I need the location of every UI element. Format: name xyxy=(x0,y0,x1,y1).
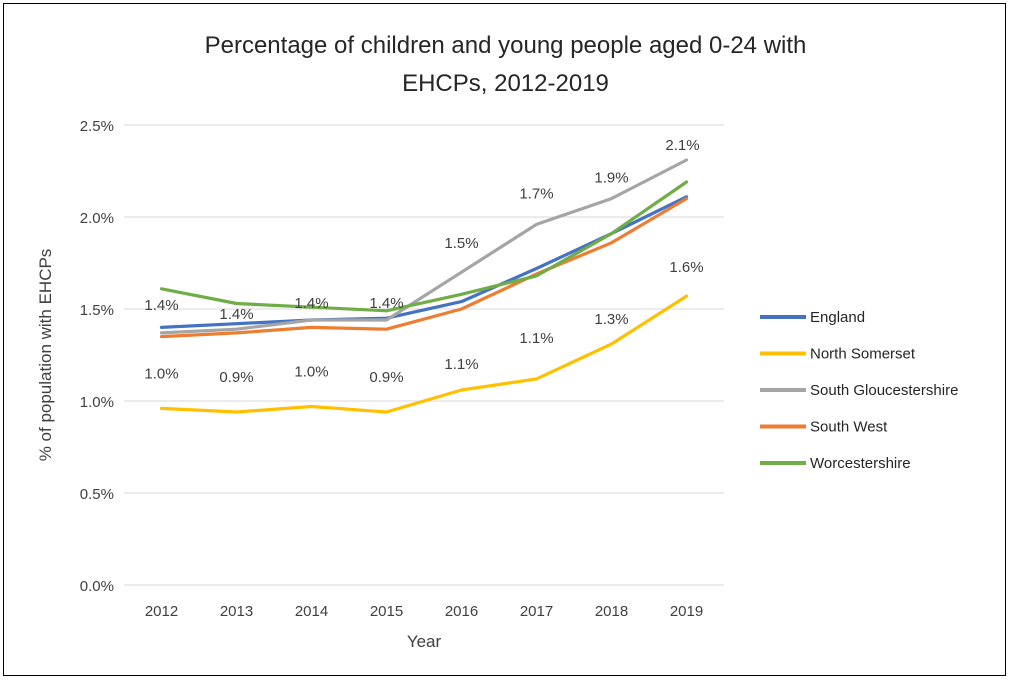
line-chart: 0.0% 0.5% 1.0% 1.5% 2.0% 2.5% 2012 2013 2014 2015… xyxy=(36,118,958,651)
chart-title-line-2: EHCPs, 2012-2019 xyxy=(402,70,609,97)
series-line-north-somerset xyxy=(159,294,689,414)
legend-label: Worcestershire xyxy=(810,455,911,472)
x-tick-label: 2013 xyxy=(220,603,253,620)
series-line-south-gloucestershire xyxy=(159,158,689,335)
data-label: 1.4% xyxy=(369,295,403,312)
x-tick-label: 2012 xyxy=(145,603,178,620)
data-label: 1.7% xyxy=(519,185,553,202)
chart-frame: Percentage of children and young people … xyxy=(3,3,1006,676)
chart-title-line-1: Percentage of children and young people … xyxy=(204,32,807,59)
data-label: 0.9% xyxy=(219,369,253,386)
y-tick-label: 2.5% xyxy=(80,118,114,135)
data-label: 1.0% xyxy=(294,364,328,381)
legend-label: South West xyxy=(810,419,888,436)
data-label: 1.4% xyxy=(144,297,178,314)
x-tick-label: 2019 xyxy=(670,603,703,620)
y-tick-label: 1.0% xyxy=(80,394,114,411)
legend-label: South Gloucestershire xyxy=(810,382,958,399)
data-label: 1.1% xyxy=(444,356,478,373)
data-label: 1.6% xyxy=(669,259,703,276)
data-label: 1.4% xyxy=(219,306,253,323)
data-label: 1.9% xyxy=(594,170,628,187)
data-label: 1.5% xyxy=(444,235,478,252)
data-label: 1.0% xyxy=(144,365,178,382)
data-label: 0.9% xyxy=(369,369,403,386)
x-tick-label: 2014 xyxy=(295,603,328,620)
x-axis-title: Year xyxy=(407,632,442,651)
x-tick-label: 2017 xyxy=(520,603,553,620)
data-label: 2.1% xyxy=(665,137,699,154)
x-tick-label: 2016 xyxy=(445,603,478,620)
y-tick-label: 1.5% xyxy=(80,302,114,319)
data-label: 1.1% xyxy=(519,330,553,347)
y-tick-label: 2.0% xyxy=(80,210,114,227)
legend-label: North Somerset xyxy=(810,346,916,363)
x-tick-label: 2018 xyxy=(595,603,628,620)
y-axis-title: % of population with EHCPs xyxy=(36,249,55,462)
data-label: 1.3% xyxy=(594,311,628,328)
y-tick-label: 0.5% xyxy=(80,486,114,503)
series-line-worcestershire xyxy=(159,180,689,313)
series-line-south-west xyxy=(159,197,689,339)
y-tick-label: 0.0% xyxy=(80,578,114,595)
legend-label: England xyxy=(810,309,865,326)
data-label: 1.4% xyxy=(294,295,328,312)
x-tick-label: 2015 xyxy=(370,603,403,620)
